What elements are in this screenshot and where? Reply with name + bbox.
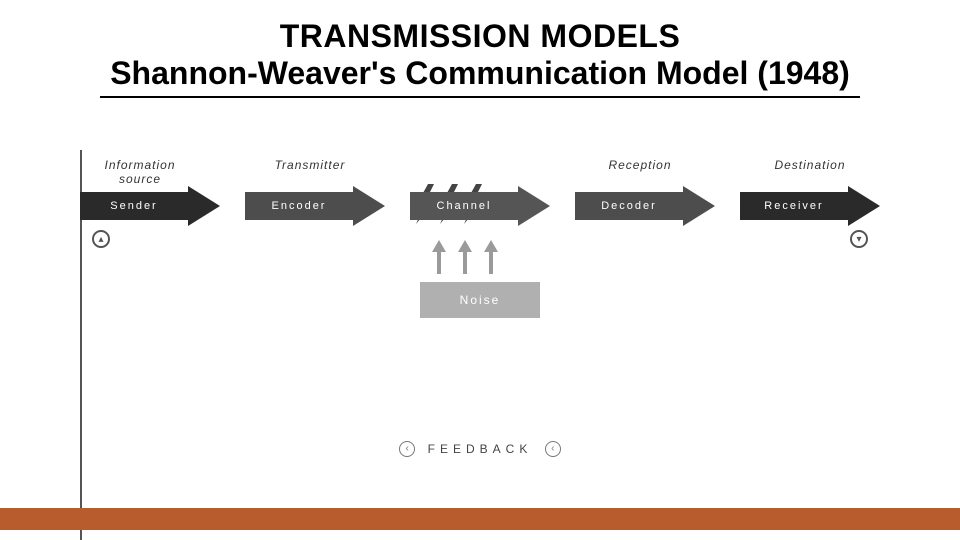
top-label: Reception [580,158,700,172]
feedback-chevron-left-icon: ‹ [399,441,415,457]
title-line2: Shannon-Weaver's Communication Model (19… [100,55,860,98]
top-label: Transmitter [250,158,370,172]
feedback-node-left-icon: ▴ [92,230,110,248]
noise-up-arrow-icon [458,240,472,274]
flow-arrow-decoder: Decoder [575,186,715,226]
shannon-weaver-diagram: Information source Transmitter Reception De… [80,150,880,450]
top-label: Destination [750,158,870,172]
noise-box: Noise [420,282,540,318]
feedback-label: FEEDBACK [428,442,533,456]
flow-arrow-label: Decoder [575,192,683,220]
feedback-chevron-right-icon: ‹ [545,441,561,457]
title-line1: TRANSMISSION MODELS [0,18,960,55]
noise-up-arrow-icon [432,240,446,274]
arrow-row: Sender Encoder Channel Decoder Receiver [80,186,880,236]
flow-arrow-label: Channel [410,192,518,220]
feedback-node-right-icon: ▾ [850,230,868,248]
noise-up-arrow-icon [484,240,498,274]
flow-arrow-label: Encoder [245,192,353,220]
flow-arrow-encoder: Encoder [245,186,385,226]
title-block: TRANSMISSION MODELS Shannon-Weaver's Com… [0,0,960,98]
flow-arrow-sender: Sender [80,186,220,226]
slide: TRANSMISSION MODELS Shannon-Weaver's Com… [0,0,960,540]
noise-label: Noise [460,293,501,307]
flow-arrow-label: Receiver [740,192,848,220]
footer-accent-bar [0,508,960,530]
flow-arrow-receiver: Receiver [740,186,880,226]
feedback-label-wrap: ‹ FEEDBACK ‹ [380,440,580,462]
flow-arrow-channel: Channel [410,186,550,226]
flow-arrow-label: Sender [80,192,188,220]
top-label: Information source [80,158,200,186]
top-labels-row: Information sourceTransmitterReceptionDe… [80,158,880,180]
